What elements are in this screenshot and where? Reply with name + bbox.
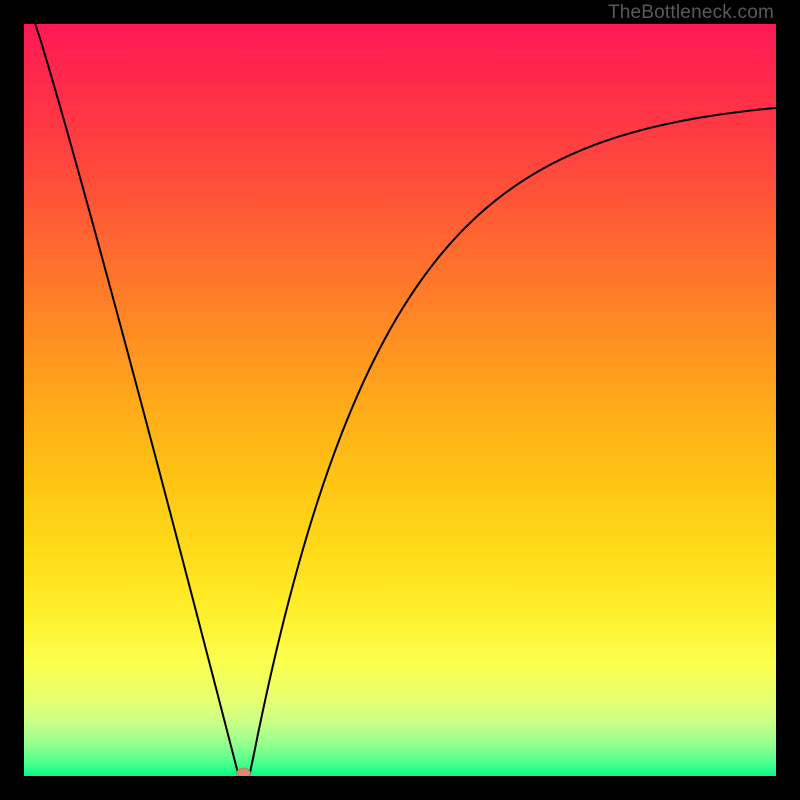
plot-area bbox=[24, 24, 776, 776]
bottleneck-curve bbox=[24, 24, 776, 776]
minimum-marker bbox=[237, 768, 251, 776]
watermark-text: TheBottleneck.com bbox=[608, 2, 774, 24]
chart-container: TheBottleneck.com bbox=[0, 0, 800, 800]
